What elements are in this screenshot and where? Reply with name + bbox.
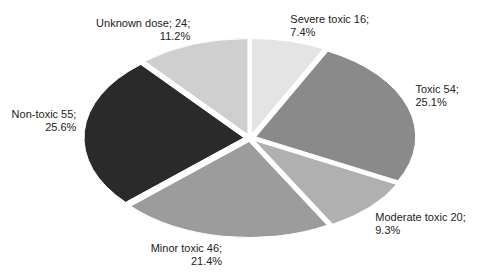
category-label: Non-toxic <box>12 108 59 120</box>
percentage-label: 11.2% <box>160 30 191 42</box>
percentage-label: 7.4% <box>290 26 315 38</box>
category-label: Toxic <box>415 83 441 95</box>
slice-label: Severe toxic16; <box>290 13 369 25</box>
count-label: 54; <box>444 83 459 95</box>
percentage-label: 25.6% <box>45 121 76 133</box>
pie <box>84 38 416 237</box>
count-label: 24; <box>175 17 190 29</box>
category-label: Unknown dose; <box>96 17 172 29</box>
slice-label: Toxic54; <box>415 83 458 95</box>
percentage-label: 25.1% <box>415 96 446 108</box>
slice-label: Moderate toxic20; <box>375 211 465 223</box>
category-label: Minor toxic <box>151 242 205 254</box>
slice-label: Minor toxic46; <box>151 242 222 254</box>
chart: Severe toxic16;7.4%Toxic54;25.1%Moderate… <box>0 0 500 272</box>
count-label: 16; <box>354 13 369 25</box>
pie-slice <box>145 39 248 135</box>
data-labels: Severe toxic16;7.4%Toxic54;25.1%Moderate… <box>12 13 466 267</box>
count-label: 20; <box>450 211 465 223</box>
slice-label: Unknown dose;24; <box>96 17 190 29</box>
count-label: 55; <box>61 108 76 120</box>
category-label: Moderate toxic <box>375 211 448 223</box>
percentage-label: 21.4% <box>191 255 222 267</box>
percentage-label: 9.3% <box>375 224 400 236</box>
slice-label: Non-toxic55; <box>12 108 77 120</box>
count-label: 46; <box>207 242 222 254</box>
category-label: Severe toxic <box>290 13 351 25</box>
